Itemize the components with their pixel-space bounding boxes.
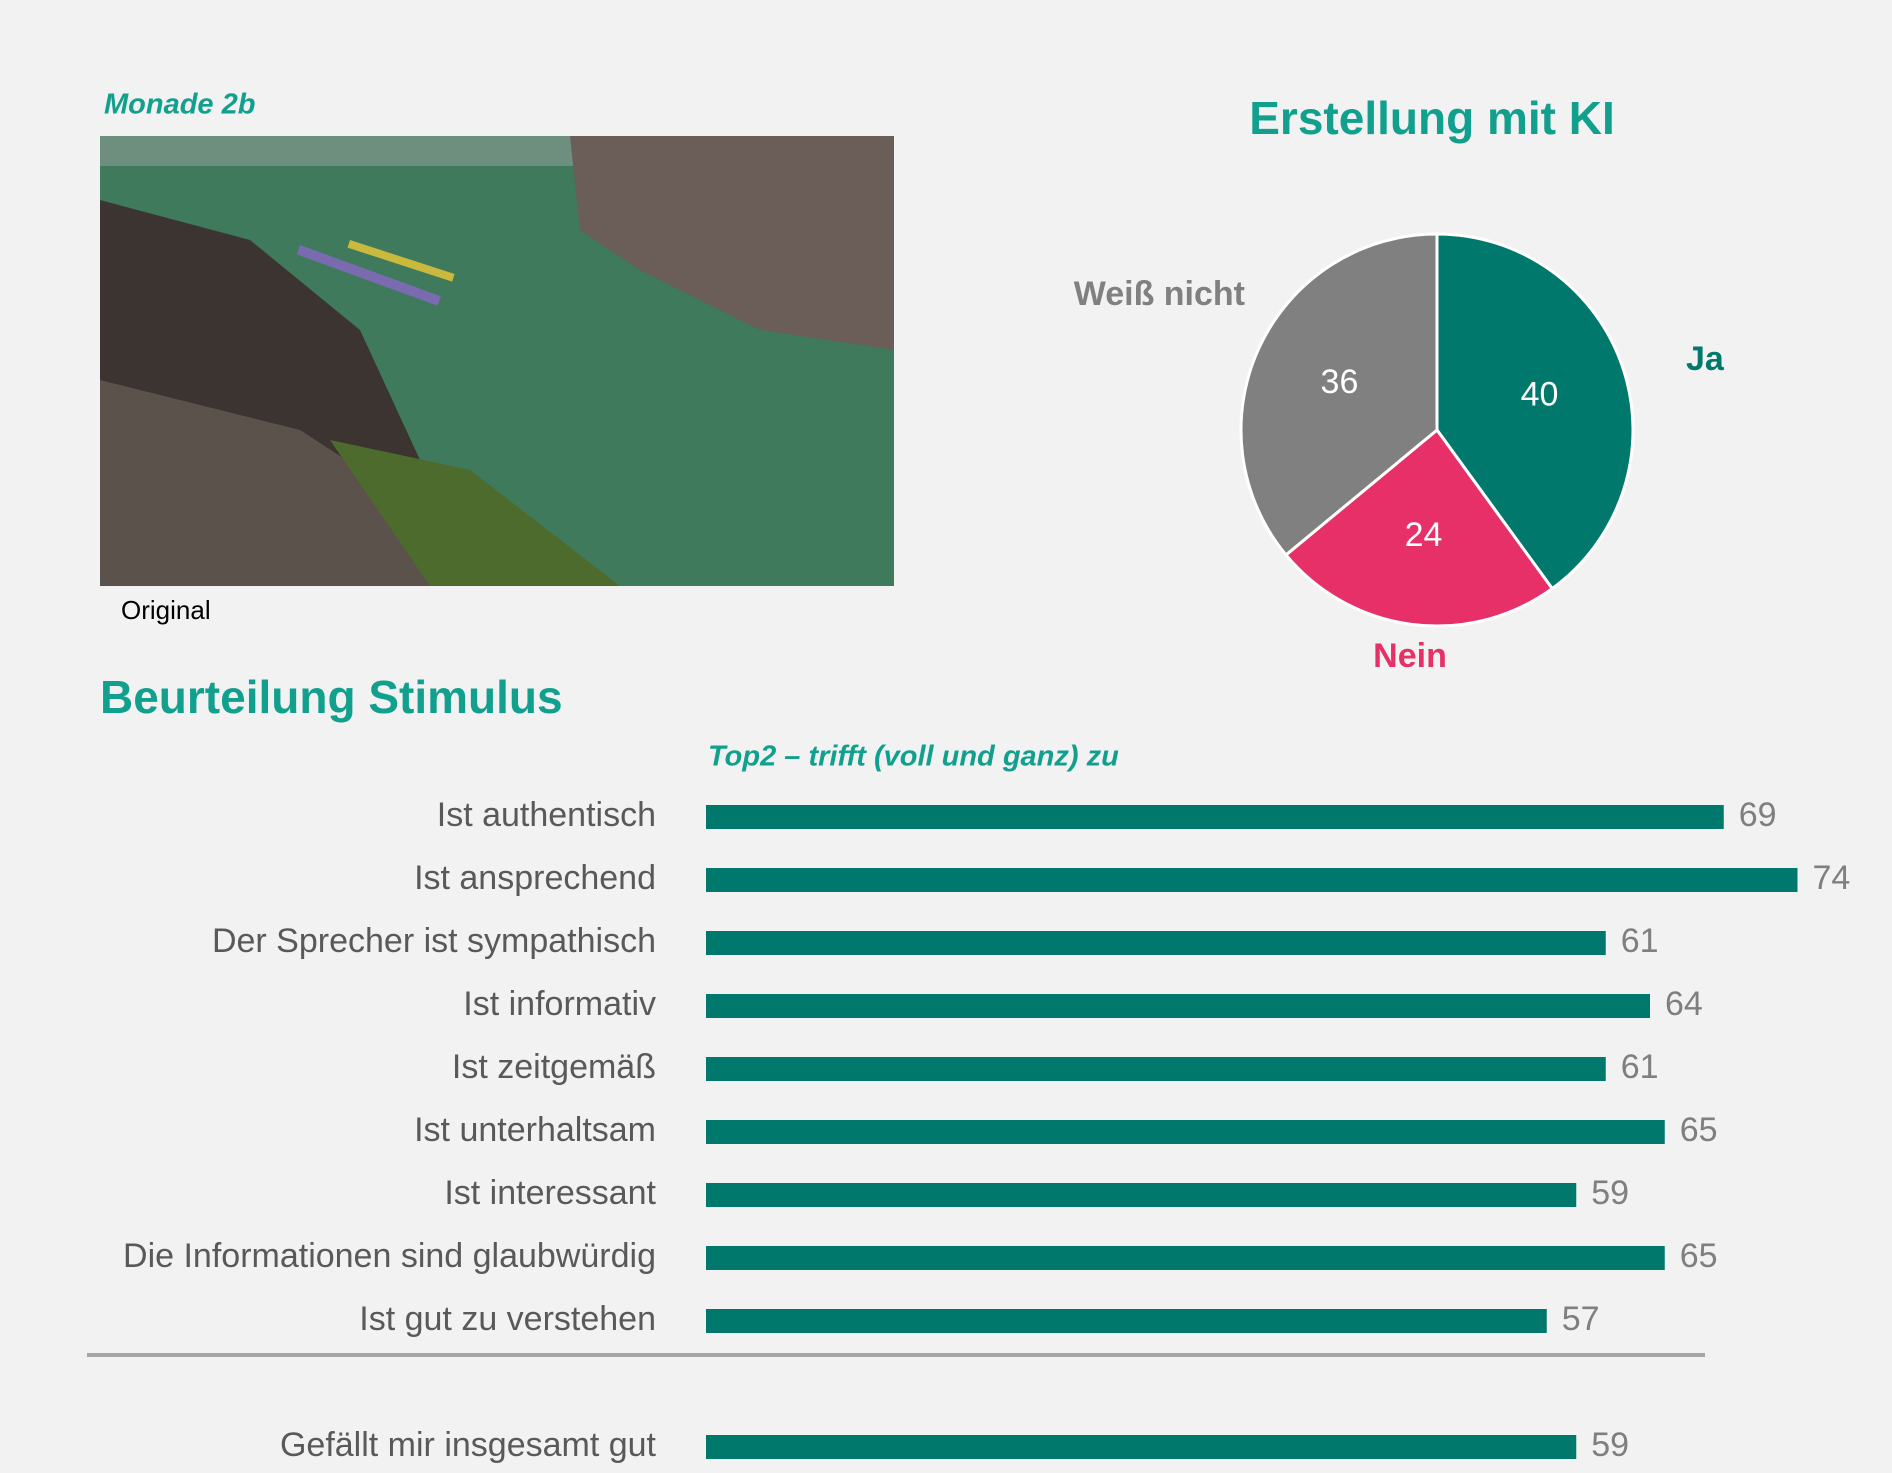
slice-value: 36 — [1321, 363, 1359, 401]
value-label: 64 — [1665, 985, 1703, 1023]
bar — [706, 1183, 1577, 1207]
stimulus-label: Monade 2b — [104, 89, 255, 121]
bar — [706, 1057, 1606, 1081]
bar — [706, 1309, 1547, 1333]
category-label: Gefällt mir insgesamt gut — [280, 1426, 657, 1464]
category-label: Ist ansprechend — [414, 859, 656, 897]
value-label: 74 — [1813, 859, 1851, 897]
bar — [706, 1435, 1577, 1459]
slice-label: Weiß nicht — [1074, 275, 1245, 313]
category-label: Ist interessant — [444, 1174, 656, 1212]
photo-caption: Original — [121, 595, 211, 625]
value-label: 57 — [1562, 1300, 1600, 1338]
bar — [706, 868, 1798, 892]
value-label: 65 — [1680, 1111, 1718, 1149]
slice-label: Nein — [1373, 637, 1447, 675]
value-label: 65 — [1680, 1237, 1718, 1275]
value-label: 61 — [1621, 922, 1659, 960]
category-label: Ist zeitgemäß — [452, 1048, 656, 1086]
bar-title: Beurteilung Stimulus — [100, 671, 563, 723]
bar-subtitle: Top2 – trifft (voll und ganz) zu — [708, 741, 1119, 773]
value-label: 59 — [1591, 1426, 1629, 1464]
value-label: 59 — [1591, 1174, 1629, 1212]
photo — [100, 136, 894, 586]
value-label: 61 — [1621, 1048, 1659, 1086]
pie-slice — [1239, 232, 1439, 558]
bar — [706, 1120, 1665, 1144]
category-label: Ist informativ — [463, 985, 656, 1023]
bar — [706, 994, 1650, 1018]
pie-chart: Erstellung mit KI 40 Ja 24 Nein 36 Weiß nicht — [1074, 92, 1725, 675]
category-label: Die Informationen sind glaubwürdig — [123, 1237, 656, 1275]
pie-slice — [1435, 232, 1635, 591]
bar — [706, 1246, 1665, 1270]
bar-chart: Beurteilung Stimulus Top2 – trifft (voll… — [87, 671, 1850, 1464]
slice-value: 24 — [1405, 516, 1443, 554]
slice-label: Ja — [1686, 340, 1725, 378]
bar — [706, 805, 1724, 829]
category-label: Der Sprecher ist sympathisch — [212, 922, 656, 960]
slice-value: 40 — [1521, 376, 1559, 414]
category-label: Ist gut zu verstehen — [359, 1300, 656, 1338]
category-label: Ist unterhaltsam — [414, 1111, 656, 1149]
value-label: 69 — [1739, 796, 1777, 834]
bar — [706, 931, 1606, 955]
pie-title: Erstellung mit KI — [1249, 92, 1614, 144]
category-label: Ist authentisch — [437, 796, 656, 834]
pie-slice — [1283, 427, 1555, 628]
